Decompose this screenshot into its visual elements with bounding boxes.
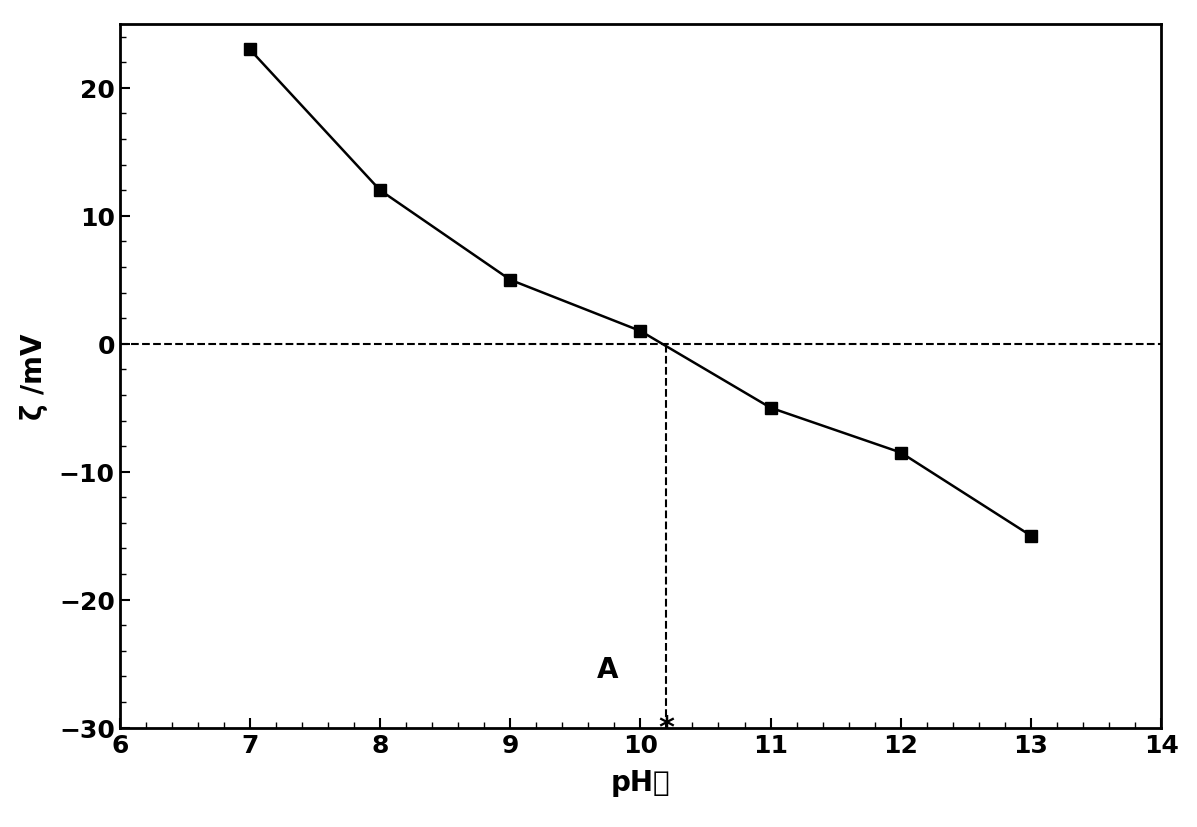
Text: *: * (658, 713, 674, 743)
X-axis label: pH值: pH值 (610, 767, 670, 796)
Text: A: A (597, 655, 619, 683)
Y-axis label: ζ /mV: ζ /mV (19, 333, 48, 419)
